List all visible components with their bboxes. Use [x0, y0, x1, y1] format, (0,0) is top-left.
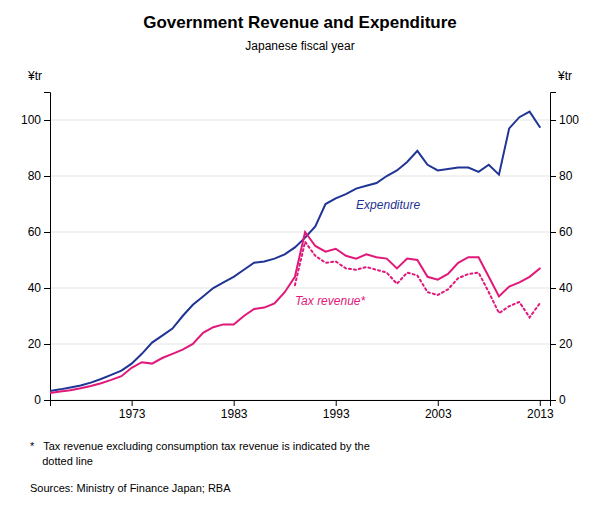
tick-label: 60 — [559, 225, 573, 239]
tick-mark — [540, 400, 541, 406]
tick-mark — [44, 232, 50, 233]
grid-line — [50, 344, 550, 345]
y2-axis-label: ¥tr — [557, 69, 572, 83]
tick-mark — [550, 176, 556, 177]
tick-mark — [550, 120, 556, 121]
tick-label: 100 — [21, 113, 41, 127]
chart: Government Revenue and Expenditure Japane… — [0, 0, 600, 527]
tick-label: 20 — [559, 337, 573, 351]
footnote: * Tax revenue excluding consumption tax … — [30, 440, 370, 467]
tick: 80 — [28, 169, 50, 183]
tick-mark — [44, 176, 50, 177]
tick: 0 — [550, 393, 566, 407]
tick: 2013 — [527, 400, 554, 421]
tick-mark — [132, 400, 133, 406]
tick-mark — [550, 232, 556, 233]
tick-label: 1973 — [119, 407, 146, 421]
tick-label: 0 — [559, 393, 566, 407]
tick-label: 1993 — [323, 407, 350, 421]
tick-label: 80 — [28, 169, 42, 183]
x-axis: 1973 1983 1993 2003 2013 — [51, 400, 554, 421]
tick-label: 20 — [28, 337, 42, 351]
plot-area — [50, 112, 540, 393]
axis-line — [44, 93, 51, 401]
tick: 1993 — [323, 400, 350, 421]
tick-mark — [438, 400, 439, 406]
tick-label: 0 — [34, 393, 41, 407]
tick: 20 — [550, 337, 573, 351]
tick: 20 — [28, 337, 50, 351]
tick-label: 2003 — [425, 407, 452, 421]
series-line — [50, 112, 540, 391]
title: Government Revenue and Expenditure — [143, 13, 457, 32]
tick: 1983 — [221, 400, 248, 421]
tick-label: 40 — [28, 281, 42, 295]
tick-mark — [336, 400, 337, 406]
axis-line — [51, 401, 551, 407]
tick-mark — [44, 288, 50, 289]
tick: 0 — [34, 393, 50, 407]
tick-mark — [234, 400, 235, 406]
footnote: Sources: Ministry of Finance Japan; RBA — [30, 482, 231, 494]
tick-mark — [550, 344, 556, 345]
y-axis: 0 20 40 60 80 100 — [21, 93, 51, 408]
grid-line — [50, 176, 550, 177]
y-axis-label: ¥tr — [27, 69, 42, 83]
tick-label: 100 — [559, 113, 579, 127]
series-label: Tax revenue* — [295, 294, 366, 308]
tick-label: 1983 — [221, 407, 248, 421]
tick-label: 60 — [28, 225, 42, 239]
series-label: Expenditure — [356, 198, 420, 212]
tick-mark — [44, 344, 50, 345]
tick: 100 — [21, 113, 50, 127]
tick: 60 — [550, 225, 573, 239]
grid — [50, 120, 550, 400]
tick: 1973 — [119, 400, 146, 421]
tick: 80 — [550, 169, 573, 183]
series-line — [295, 242, 540, 318]
tick: 40 — [550, 281, 573, 295]
tick-label: 2013 — [527, 407, 554, 421]
axis-line — [551, 93, 557, 401]
subtitle: Japanese fiscal year — [245, 39, 354, 53]
grid-line — [50, 288, 550, 289]
tick-mark — [44, 120, 50, 121]
grid-line — [50, 120, 550, 121]
tick-mark — [44, 400, 50, 401]
tick-mark — [550, 400, 556, 401]
grid-line — [50, 232, 550, 233]
tick-label: 80 — [559, 169, 573, 183]
tick-mark — [550, 288, 556, 289]
tick-label: 40 — [559, 281, 573, 295]
y2-axis: 0 20 40 60 80 100 — [550, 93, 579, 408]
tick: 60 — [28, 225, 50, 239]
tick: 40 — [28, 281, 50, 295]
series-line — [50, 232, 540, 393]
tick: 2003 — [425, 400, 452, 421]
tick: 100 — [550, 113, 579, 127]
